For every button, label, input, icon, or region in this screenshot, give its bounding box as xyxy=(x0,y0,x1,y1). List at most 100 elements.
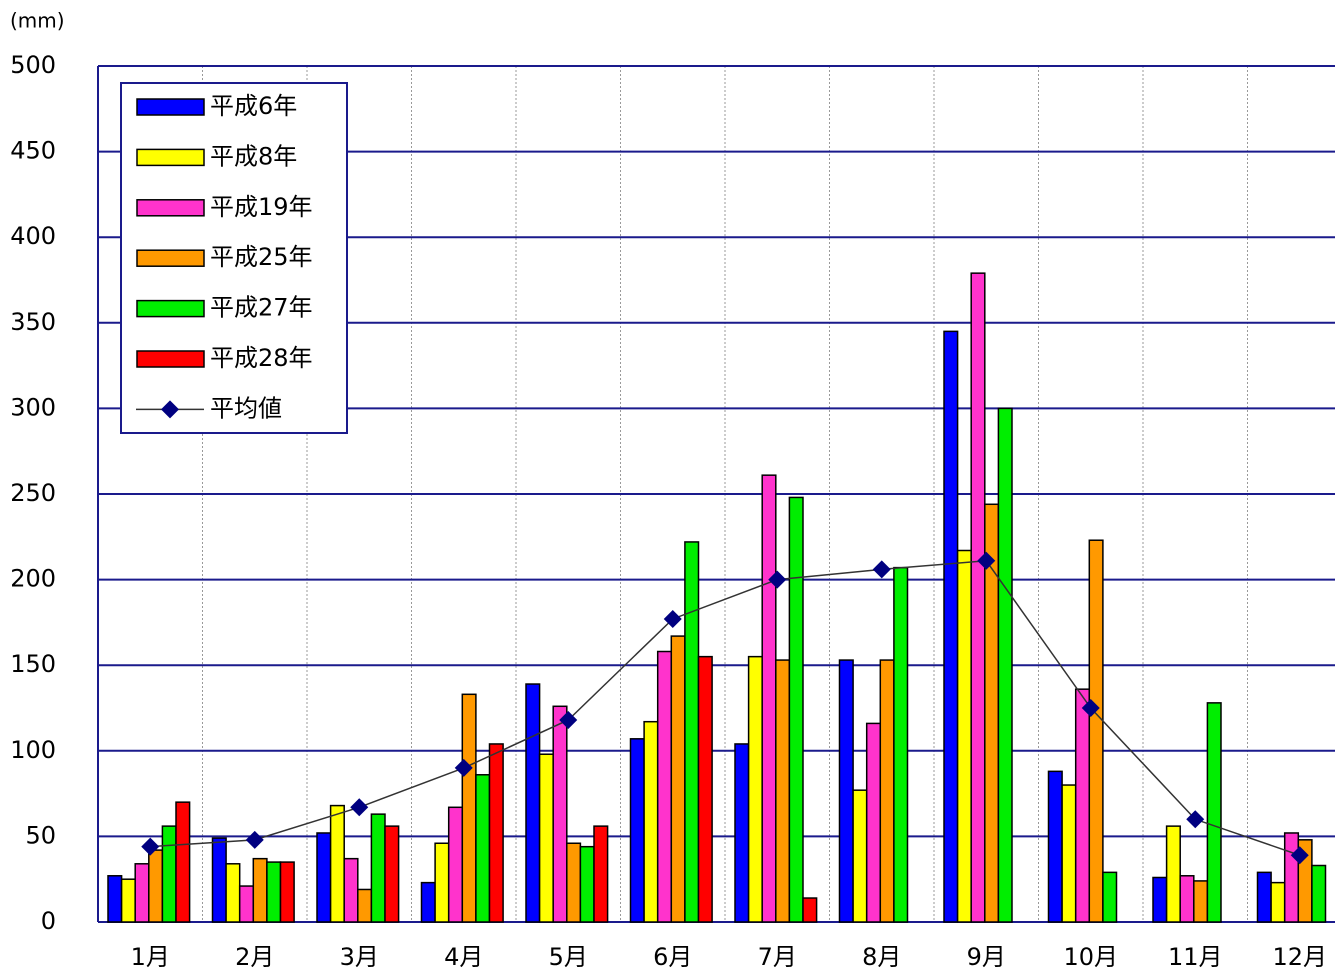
legend-swatch xyxy=(136,199,205,217)
bar xyxy=(852,789,868,923)
y-tick-label: 500 xyxy=(10,51,56,79)
bar xyxy=(684,541,700,923)
avg-marker xyxy=(872,560,891,579)
x-tick-label: 3月 xyxy=(340,943,379,971)
avg-marker xyxy=(559,710,578,729)
bar xyxy=(838,659,854,923)
bar xyxy=(1179,875,1195,923)
bar xyxy=(802,897,818,923)
bar xyxy=(420,881,436,923)
bar xyxy=(1152,876,1168,923)
avg-marker xyxy=(454,758,473,777)
avg-marker xyxy=(768,570,787,589)
legend-label: 平成25年 xyxy=(210,243,313,271)
avg-marker xyxy=(1081,699,1100,717)
bar xyxy=(865,722,882,923)
y-tick-label: 250 xyxy=(10,479,56,507)
bar xyxy=(211,837,227,923)
bar xyxy=(148,849,164,923)
bar xyxy=(161,825,177,923)
bar xyxy=(1061,784,1077,923)
bar xyxy=(1311,864,1327,923)
y-tick-label: 450 xyxy=(10,137,56,165)
y-tick-label: 400 xyxy=(10,222,56,250)
x-tick-label: 5月 xyxy=(549,943,588,971)
bar xyxy=(747,655,763,923)
y-tick-label: 350 xyxy=(10,308,56,336)
bar xyxy=(1074,688,1091,923)
bar xyxy=(1256,871,1272,923)
x-tick-label: 12月 xyxy=(1272,943,1327,971)
bar xyxy=(697,655,713,923)
legend-label: 平成27年 xyxy=(210,294,313,322)
bar xyxy=(775,659,791,923)
legend-swatch xyxy=(136,350,205,368)
x-tick-label: 11月 xyxy=(1168,943,1223,971)
bar xyxy=(956,549,972,923)
y-tick-label: 50 xyxy=(25,821,56,849)
y-tick-label: 150 xyxy=(10,650,56,678)
bar xyxy=(538,753,554,923)
bar xyxy=(134,863,150,923)
legend-label: 平成19年 xyxy=(210,193,313,221)
bar xyxy=(1088,539,1104,923)
bar xyxy=(893,566,909,923)
x-tick-label: 2月 xyxy=(235,943,274,971)
legend-swatch xyxy=(136,148,205,167)
bar xyxy=(1270,881,1286,923)
x-tick-label: 1月 xyxy=(131,943,170,971)
legend-marker xyxy=(161,400,179,419)
bar xyxy=(1102,871,1118,923)
bar xyxy=(225,863,241,923)
bar xyxy=(643,720,659,923)
bar xyxy=(761,474,777,923)
bar xyxy=(656,650,673,923)
bar xyxy=(475,774,491,923)
bar xyxy=(734,743,750,923)
bar xyxy=(316,832,332,923)
legend-label: 平成28年 xyxy=(210,344,313,372)
bar xyxy=(1206,702,1222,923)
bar xyxy=(370,813,386,923)
y-tick-label: 0 xyxy=(41,907,56,935)
bar xyxy=(279,861,295,923)
bar xyxy=(447,806,464,923)
legend-swatch xyxy=(136,299,205,318)
unit-label: (mm) xyxy=(10,9,65,33)
bar xyxy=(434,842,450,923)
bar xyxy=(552,705,568,923)
bar xyxy=(1165,825,1181,923)
bar xyxy=(788,496,804,923)
bar xyxy=(629,738,645,923)
bar xyxy=(120,878,136,923)
bar xyxy=(1193,880,1209,923)
bar xyxy=(970,272,986,923)
avg-marker xyxy=(141,837,160,856)
bar xyxy=(488,743,504,923)
legend-swatch xyxy=(136,249,205,267)
legend-label: 平均値 xyxy=(210,394,282,422)
bar xyxy=(579,845,595,923)
x-tick-label: 10月 xyxy=(1063,943,1118,971)
bar xyxy=(343,857,359,923)
bar xyxy=(1283,832,1300,923)
x-tick-label: 6月 xyxy=(653,943,692,971)
bar xyxy=(1047,770,1063,923)
bar xyxy=(593,825,609,923)
bar xyxy=(943,330,959,923)
legend-label: 平成6年 xyxy=(210,92,297,120)
avg-marker xyxy=(1290,846,1309,865)
bar xyxy=(670,635,686,923)
bar xyxy=(566,842,582,923)
bar xyxy=(461,693,477,923)
bar xyxy=(879,659,895,923)
avg-marker xyxy=(245,830,264,849)
bar xyxy=(266,861,282,923)
bar xyxy=(997,407,1013,923)
avg-marker xyxy=(1186,810,1205,829)
bar xyxy=(329,804,345,923)
legend-label: 平成8年 xyxy=(210,142,297,170)
bar xyxy=(238,885,255,923)
y-tick-label: 100 xyxy=(10,736,56,764)
legend-swatch xyxy=(136,98,205,116)
